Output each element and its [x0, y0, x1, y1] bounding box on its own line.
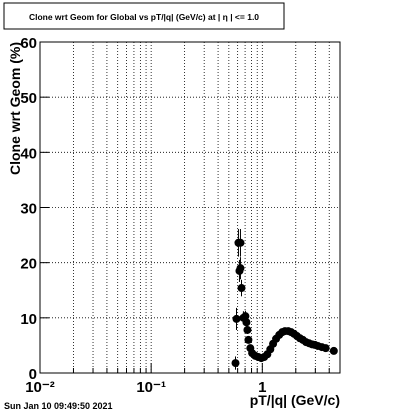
- timestamp: Sun Jan 10 09:49:50 2021: [4, 401, 113, 411]
- data-point: [329, 346, 338, 355]
- x-tick-label: 1: [258, 379, 266, 396]
- data-point: [236, 264, 245, 273]
- plot-frame: [39, 41, 341, 374]
- data-point: [243, 325, 252, 334]
- y-tick-label: 50: [20, 90, 37, 107]
- y-tick-label: 0: [29, 366, 37, 383]
- data-point: [236, 238, 245, 247]
- data-point: [231, 359, 240, 368]
- data-point: [242, 318, 251, 327]
- data-point: [241, 312, 250, 321]
- data-point: [244, 335, 253, 344]
- y-tick-label: 20: [20, 256, 37, 273]
- chart-title: Clone wrt Geom for Global vs pT/|q| (GeV…: [29, 12, 259, 22]
- y-tick-label: 40: [20, 145, 37, 162]
- title-box: [3, 2, 285, 30]
- y-tick-label: 30: [20, 201, 37, 218]
- data-point: [232, 314, 241, 323]
- y-axis-label: Clone wrt Geom (%): [7, 42, 23, 175]
- y-tick-label: 10: [20, 311, 37, 328]
- y-tick-label: 60: [20, 35, 37, 52]
- x-tick-label: 10⁻¹: [136, 379, 166, 396]
- x-axis-label: pT/|q| (GeV/c): [250, 392, 340, 408]
- data-point: [321, 344, 330, 353]
- x-tick-label: 10⁻²: [25, 379, 55, 396]
- data-point: [237, 284, 246, 293]
